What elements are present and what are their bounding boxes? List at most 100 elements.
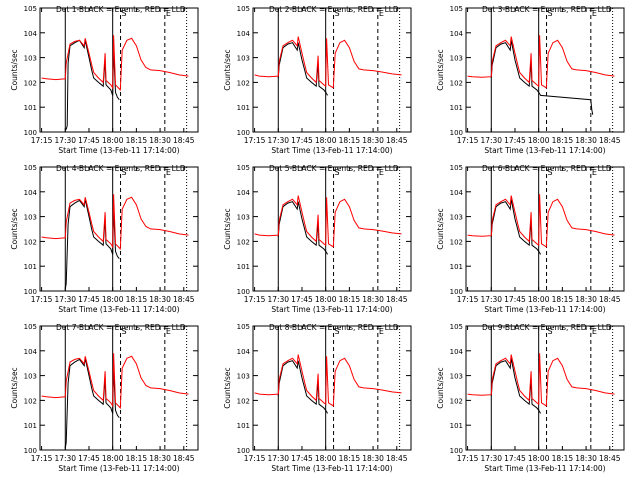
panel-7-y-tick-label-1: 101 <box>24 422 37 430</box>
panel-8-y-tick-label-4: 104 <box>237 348 251 356</box>
panel-2-y-tick-label-4: 104 <box>237 30 251 38</box>
panel-7-x-tick-label-2: 17:45 <box>78 454 100 463</box>
panel-6-y-tick-label-2: 102 <box>450 238 463 246</box>
panel-6-x-tick-label-0: 17:15 <box>457 295 479 304</box>
panel-1-marker-flag-1: S <box>122 9 127 18</box>
panel-9-y-tick-label-3: 103 <box>450 373 463 381</box>
panel-6-x-tick-label-3: 18:00 <box>528 295 550 304</box>
panel-8-plot-frame <box>252 325 412 451</box>
panel-8-y-tick-label-0: 100 <box>237 447 250 455</box>
panel-3-x-tick-label-0: 17:15 <box>457 136 479 145</box>
panel-2-y-tick-label-3: 103 <box>237 55 250 63</box>
panel-6-x-tick-label-1: 17:30 <box>480 295 502 304</box>
panel-7-chart-title: Det 7-BLACK = Events, RED = LLD <box>56 323 186 332</box>
panel-1-y-tick-label-0: 100 <box>24 129 37 137</box>
panel-9-y-tick-label-4: 104 <box>450 348 464 356</box>
panel-9-y-tick-label-2: 102 <box>450 397 463 405</box>
panel-8-marker-flag-1: S <box>335 327 340 336</box>
panel-9-series-events-line <box>490 358 542 414</box>
panel-7-marker-flag-2: E <box>166 327 171 336</box>
panel-3-x-tick-label-1: 17:30 <box>480 136 502 145</box>
panel-8-x-tick-label-5: 18:30 <box>362 454 384 463</box>
panel-3-x-tick-label-4: 18:15 <box>552 136 574 145</box>
panel-5-y-tick-label-3: 103 <box>237 214 250 222</box>
panel-5-y-tick-label-1: 101 <box>237 263 250 271</box>
panel-6-series-lld-line <box>467 194 615 248</box>
panel-4-x-tick-label-1: 17:30 <box>54 295 76 304</box>
panel-8-x-tick-label-0: 17:15 <box>244 454 266 463</box>
panel-4-marker-flag-1: S <box>122 168 127 177</box>
panel-3-x-tick-label-2: 17:45 <box>504 136 526 145</box>
panel-2-y-tick-label-5: 105 <box>237 5 250 13</box>
panel-9-series-lld-line <box>467 353 615 407</box>
panel-9-x-tick-label-0: 17:15 <box>457 454 479 463</box>
panel-3-y-axis-label: Counts/sec <box>436 49 445 90</box>
panel-6-y-tick-label-3: 103 <box>450 214 463 222</box>
panel-5-x-tick-label-5: 18:30 <box>362 295 384 304</box>
panel-2-series-events-line <box>277 42 329 96</box>
panel-4-plot-frame <box>39 166 199 292</box>
panel-1-marker-flag-2: E <box>166 9 171 18</box>
panel-7-x-tick-label-4: 18:15 <box>126 454 148 463</box>
panel-9-marker-flag-2: E <box>592 327 597 336</box>
panel-8-y-axis-label: Counts/sec <box>223 367 232 408</box>
panel-5-marker-flag-1: S <box>335 168 340 177</box>
panel-3-series-lld-line <box>467 35 615 89</box>
panel-5-series-events-line <box>277 201 329 255</box>
panel-7-y-tick-label-3: 103 <box>24 373 37 381</box>
panel-2-y-tick-label-1: 101 <box>237 104 250 112</box>
panel-7-y-axis-label: Counts/sec <box>10 367 19 408</box>
panel-8-x-axis-label: Start Time (13-Feb-11 17:14:00) <box>271 464 392 473</box>
panel-4-x-tick-label-4: 18:15 <box>126 295 148 304</box>
panel-8-y-tick-label-1: 101 <box>237 422 250 430</box>
panel-2-x-tick-label-0: 17:15 <box>244 136 266 145</box>
panel-3-y-tick-label-0: 100 <box>450 129 463 137</box>
panel-4-y-tick-label-3: 103 <box>24 214 37 222</box>
panel-4-y-tick-label-2: 102 <box>24 238 37 246</box>
panel-4-y-tick-label-4: 104 <box>24 189 38 197</box>
panel-8-y-tick-label-5: 105 <box>237 323 250 331</box>
panel-9-marker-flag-1: S <box>548 327 553 336</box>
panel-4-series-lld-line <box>41 194 189 251</box>
panel-9-x-tick-label-1: 17:30 <box>480 454 502 463</box>
panel-2-y-axis-label: Counts/sec <box>223 49 232 90</box>
panel-1-x-tick-label-3: 18:00 <box>102 136 124 145</box>
panel-7-x-tick-label-6: 18:45 <box>173 454 195 463</box>
panel-3-x-tick-label-5: 18:30 <box>575 136 597 145</box>
panel-5-x-tick-label-1: 17:30 <box>267 295 289 304</box>
panel-5-marker-flag-2: E <box>379 168 384 177</box>
panel-8-x-tick-label-3: 18:00 <box>315 454 337 463</box>
panel-2-x-tick-label-1: 17:30 <box>267 136 289 145</box>
panel-6-x-tick-label-4: 18:15 <box>552 295 574 304</box>
panel-7-series-lld-line <box>41 353 189 410</box>
panel-4-x-tick-label-0: 17:15 <box>31 295 53 304</box>
panel-8-chart-title: Det 8-BLACK = Events, RED = LLD <box>269 323 399 332</box>
panel-6-plot-frame <box>465 166 625 292</box>
panel-3-y-tick-label-4: 104 <box>450 30 464 38</box>
panel-7-x-tick-label-0: 17:15 <box>31 454 53 463</box>
panel-4-marker-flag-2: E <box>166 168 171 177</box>
panel-2-y-tick-label-2: 102 <box>237 79 250 87</box>
panel-1-x-tick-label-0: 17:15 <box>31 136 53 145</box>
panel-3-y-tick-label-1: 101 <box>450 104 463 112</box>
panel-6-series-events-line <box>490 199 542 255</box>
panel-5-x-axis-label: Start Time (13-Feb-11 17:14:00) <box>271 305 392 314</box>
panel-2-marker-flag-2: E <box>379 9 384 18</box>
panel-1-x-axis-label: Start Time (13-Feb-11 17:14:00) <box>58 146 179 155</box>
panel-9-x-tick-label-2: 17:45 <box>504 454 526 463</box>
panel-5-plot-frame <box>252 166 412 292</box>
panel-1-y-tick-label-3: 103 <box>24 55 37 63</box>
panel-8-x-tick-label-4: 18:15 <box>339 454 361 463</box>
panel-1-series-lld-line <box>41 35 189 92</box>
panel-6-marker-flag-1: S <box>548 168 553 177</box>
panel-5-x-tick-label-6: 18:45 <box>386 295 408 304</box>
panel-8-x-tick-label-2: 17:45 <box>291 454 313 463</box>
panel-9-y-axis-label: Counts/sec <box>436 367 445 408</box>
panel-8-x-tick-label-6: 18:45 <box>386 454 408 463</box>
panel-5-chart-title: Det 5-BLACK = Events, RED = LLD <box>269 164 399 173</box>
panel-8-y-tick-label-2: 102 <box>237 397 250 405</box>
panel-7-y-tick-label-5: 105 <box>24 323 37 331</box>
panel-3-marker-flag-2: E <box>592 9 597 18</box>
panel-2-x-tick-label-2: 17:45 <box>291 136 313 145</box>
